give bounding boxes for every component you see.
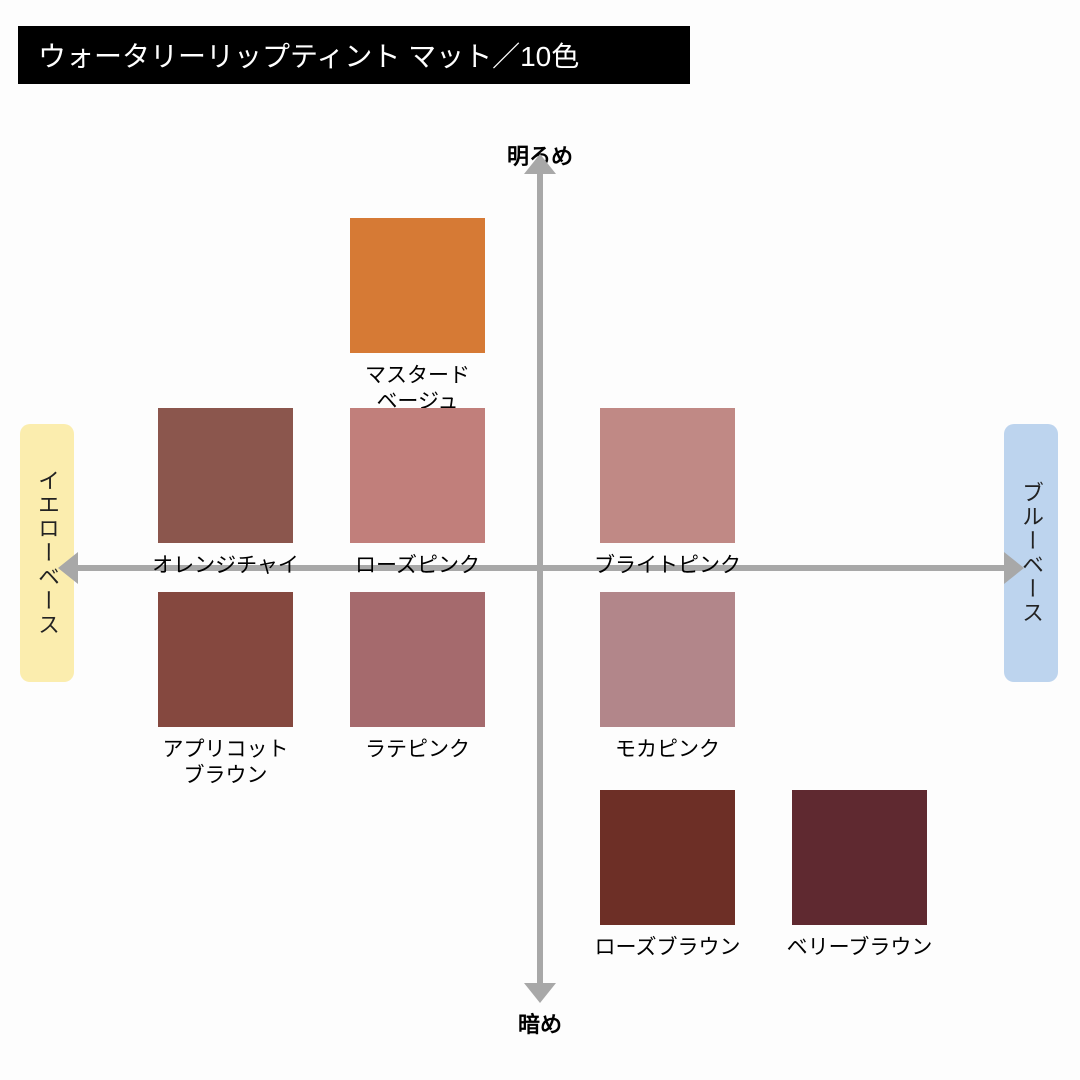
swatch-label-orange-chai: オレンジチャイ (126, 553, 326, 579)
swatch-label-rose-pink: ローズピンク (318, 553, 518, 579)
swatch-rose-brown (600, 790, 735, 925)
swatch-mocha-pink (600, 592, 735, 727)
swatch-label-berry-brown: ベリーブラウン (760, 935, 960, 961)
title-text: ウォータリーリップティント マット／10色 (38, 35, 579, 75)
arrow-left (58, 552, 78, 584)
axis-label-bottom: 暗め (480, 1007, 600, 1039)
swatch-label-bright-pink: ブライトピンク (568, 553, 768, 579)
swatch-label-mocha-pink: モカピンク (568, 737, 768, 763)
swatch-orange-chai (158, 408, 293, 543)
swatch-mustard-beige (350, 218, 485, 353)
swatch-latte-pink (350, 592, 485, 727)
swatch-apricot-brown (158, 592, 293, 727)
swatch-label-rose-brown: ローズブラウン (568, 935, 768, 961)
chart-stage: { "canvas": { "w": 1080, "h": 1080, "bg"… (0, 0, 1080, 1080)
swatch-label-apricot-brown: アプリコット ブラウン (126, 737, 326, 790)
swatch-berry-brown (792, 790, 927, 925)
title-bar: ウォータリーリップティント マット／10色 (18, 26, 690, 84)
arrow-right (1004, 552, 1024, 584)
swatch-rose-pink (350, 408, 485, 543)
arrow-up (524, 154, 556, 174)
arrow-down (524, 983, 556, 1003)
axis-vertical (537, 170, 543, 985)
swatch-label-latte-pink: ラテピンク (318, 737, 518, 763)
swatch-bright-pink (600, 408, 735, 543)
